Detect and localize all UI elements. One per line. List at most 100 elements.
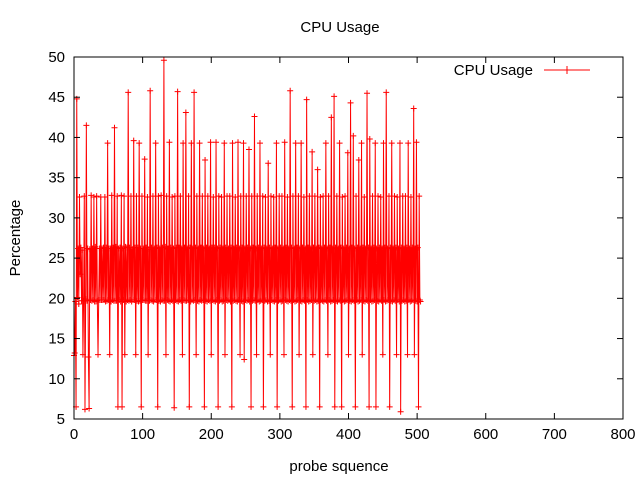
data-point (386, 403, 393, 410)
y-tick-label: 30 (48, 210, 65, 227)
data-point (391, 193, 398, 200)
data-point (357, 245, 364, 252)
data-point (186, 244, 193, 251)
data-point (226, 193, 233, 200)
y-tick-label: 5 (57, 411, 65, 428)
data-point (148, 244, 155, 251)
data-point (95, 351, 102, 358)
data-point (228, 403, 235, 410)
data-point (302, 245, 309, 252)
data-point (77, 271, 84, 278)
data-point (158, 192, 165, 199)
data-point (169, 193, 176, 200)
data-point (86, 405, 93, 412)
data-point (230, 245, 237, 252)
data-point (156, 245, 163, 252)
data-point (267, 351, 274, 358)
data-point (410, 296, 417, 303)
data-point (280, 351, 287, 358)
data-point (396, 140, 403, 147)
data-point (359, 244, 366, 251)
data-point (263, 245, 270, 252)
data-point (155, 193, 162, 200)
data-point (412, 245, 419, 252)
data-point (381, 244, 388, 251)
data-point (131, 296, 138, 303)
data-point (122, 243, 129, 250)
data-point (329, 245, 336, 252)
data-point (272, 244, 279, 251)
data-point (401, 298, 408, 305)
x-tick-label: 300 (267, 426, 292, 443)
data-point (295, 193, 302, 200)
data-point (235, 296, 242, 303)
data-point (273, 140, 280, 147)
data-point (184, 245, 191, 252)
plot-frame (73, 56, 624, 420)
data-point (233, 244, 240, 251)
data-point (85, 354, 92, 361)
data-point (274, 403, 281, 410)
data-point (301, 297, 308, 304)
data-point (281, 139, 288, 146)
data-point (214, 245, 221, 252)
data-point (354, 244, 361, 251)
data-point (377, 193, 384, 200)
data-point (313, 245, 320, 252)
data-point (309, 351, 316, 358)
data-point (299, 244, 306, 251)
data-point (215, 193, 222, 200)
data-point (291, 245, 298, 252)
data-point (162, 351, 169, 358)
data-point (158, 296, 165, 303)
data-point (394, 193, 401, 200)
data-point (380, 140, 387, 147)
data-point (160, 57, 167, 64)
data-point (167, 244, 174, 251)
data-point (347, 99, 354, 106)
data-point (225, 245, 232, 252)
data-point (335, 245, 342, 252)
data-point (151, 245, 158, 252)
data-point (288, 244, 295, 251)
data-point (213, 139, 220, 146)
data-point (237, 193, 244, 200)
data-point (170, 245, 177, 252)
data-point (410, 105, 417, 112)
data-point (379, 245, 386, 252)
x-tick-label: 200 (199, 426, 224, 443)
data-point (138, 403, 145, 410)
data-point (121, 351, 128, 358)
data-point (203, 244, 210, 251)
data-point (371, 296, 378, 303)
data-point (284, 193, 291, 200)
data-point (200, 245, 207, 252)
data-point (398, 244, 405, 251)
data-point (236, 245, 243, 252)
data-point (154, 244, 161, 251)
data-point (140, 245, 147, 252)
data-point (127, 193, 134, 200)
data-point (136, 140, 143, 147)
data-point (253, 351, 260, 358)
data-point (379, 351, 386, 358)
data-point (413, 139, 420, 146)
data-point (241, 245, 248, 252)
data-point (109, 296, 116, 303)
data-point (309, 148, 316, 155)
data-point (340, 245, 347, 252)
data-point (376, 244, 383, 251)
data-point (118, 192, 125, 199)
data-point (259, 193, 266, 200)
data-point (364, 297, 371, 304)
data-point (326, 244, 333, 251)
x-tick-label: 400 (336, 426, 361, 443)
data-point (412, 297, 419, 304)
data-point (313, 298, 320, 305)
data-point (311, 193, 318, 200)
data-point (385, 193, 392, 200)
data-point (99, 245, 106, 252)
x-tick-label: 100 (130, 426, 155, 443)
data-point (90, 193, 97, 200)
data-point (270, 297, 277, 304)
